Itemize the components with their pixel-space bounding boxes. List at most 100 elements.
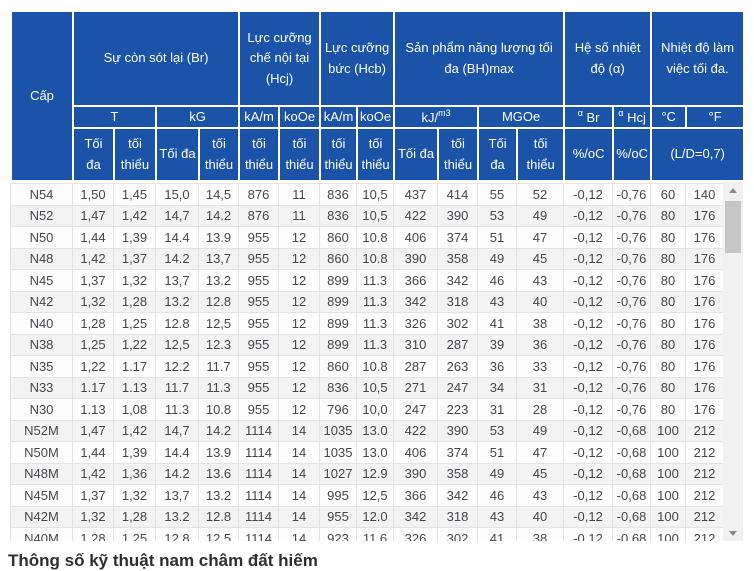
value-cell: 12.5 <box>198 527 239 541</box>
value-cell: -0,12 <box>563 398 613 421</box>
value-cell: 923 <box>319 527 357 541</box>
table-row: N52 1,47 1,42 14,7 14.2 876 11 836 10,5 422 390 53 4… <box>10 204 723 227</box>
value-cell: 176 <box>685 290 723 313</box>
value-cell: 12,5 <box>198 312 239 335</box>
value-cell: -0,76 <box>612 226 651 249</box>
table-row: N48M 1,42 1,36 14.2 13.6 1114 14 1027 12.9 390 358… <box>10 462 723 485</box>
value-cell: 80 <box>650 333 686 356</box>
sub-header-min: tối thiểu <box>356 127 396 182</box>
value-cell: -0,12 <box>563 269 613 292</box>
value-cell: 14 <box>278 527 320 541</box>
table-row: N42 1,32 1,28 13.2 12.8 955 12 899 11.3 342 318 43 4… <box>10 290 723 313</box>
scroll-up-button[interactable] <box>723 182 743 198</box>
value-cell: 53 <box>477 204 517 227</box>
table-row: N38 1,25 1,22 12,5 12.3 955 12 899 11.3 310 287 39 3… <box>10 333 723 356</box>
value-cell: -0,12 <box>563 226 613 249</box>
group-header-max-working-temp: Nhiệt độ làm việc tối đa. <box>650 10 746 107</box>
sub-header-percent-per-c: %/oC <box>563 127 615 182</box>
sub-header-min: tối thiểu <box>197 127 241 182</box>
value-cell: 11 <box>278 183 320 206</box>
scroll-down-button[interactable] <box>723 525 743 541</box>
value-cell: 212 <box>685 527 723 541</box>
value-cell: 10,5 <box>356 376 394 399</box>
value-cell: 390 <box>393 462 438 485</box>
value-cell: -0,12 <box>563 376 613 399</box>
value-cell: 1,36 <box>113 462 156 485</box>
grade-cell: N45 <box>10 269 73 292</box>
grade-cell: N35 <box>10 355 73 378</box>
value-cell: 287 <box>437 333 478 356</box>
value-cell: -0,76 <box>612 183 651 206</box>
value-cell: -0,68 <box>612 484 651 507</box>
grade-cell: N52M <box>10 419 73 442</box>
vertical-scrollbar[interactable] <box>723 182 743 541</box>
value-cell: 11.3 <box>155 398 199 421</box>
value-cell: 374 <box>437 441 478 464</box>
value-cell: 1.17 <box>72 376 114 399</box>
value-cell: 14.2 <box>155 247 199 270</box>
table-row: N50 1,44 1,39 14.4 13.9 955 12 860 10.8 406 374 51 4… <box>10 226 723 249</box>
table-body: N54 1,50 1,45 15,0 14,5 876 11 836 10,5 437 414 55 5… <box>10 183 723 541</box>
value-cell: 36 <box>477 355 517 378</box>
sub-header-ld-ratio: (L/D=0,7) <box>650 127 746 182</box>
group-header-remanence: Sự còn sót lại (Br) <box>71 10 241 107</box>
value-cell: 12 <box>278 376 320 399</box>
grade-cell: N54 <box>10 183 73 206</box>
value-cell: 955 <box>238 226 279 249</box>
value-cell: 1,47 <box>72 204 114 227</box>
value-cell: 100 <box>650 527 686 541</box>
unit-header-kam-hcb: kA/m <box>319 105 359 129</box>
value-cell: 13.2 <box>198 269 239 292</box>
value-cell: 46 <box>477 269 517 292</box>
value-cell: 14.4 <box>155 441 199 464</box>
value-cell: 13.6 <box>198 462 239 485</box>
value-cell: 49 <box>516 204 564 227</box>
value-cell: 1,22 <box>72 355 114 378</box>
value-cell: 176 <box>685 376 723 399</box>
value-cell: 1,47 <box>72 419 114 442</box>
value-cell: 49 <box>516 419 564 442</box>
value-cell: 263 <box>437 355 478 378</box>
value-cell: 10,5 <box>356 183 394 206</box>
value-cell: 302 <box>437 527 478 541</box>
value-cell: 955 <box>238 333 279 356</box>
value-cell: 14,5 <box>198 183 239 206</box>
value-cell: 1,37 <box>72 269 114 292</box>
unit-header-fahrenheit: °F <box>685 105 746 129</box>
value-cell: 406 <box>393 441 438 464</box>
value-cell: 10.8 <box>356 355 394 378</box>
value-cell: 38 <box>516 527 564 541</box>
grade-cell: N45M <box>10 484 73 507</box>
value-cell: 1.13 <box>113 376 156 399</box>
value-cell: 49 <box>477 247 517 270</box>
value-cell: 955 <box>319 505 357 528</box>
value-cell: -0,12 <box>563 204 613 227</box>
group-header-intrinsic-coercivity: Lực cưỡng chế nội tại (Hcj) <box>238 10 322 107</box>
grade-cell: N48 <box>10 247 73 270</box>
value-cell: -0,76 <box>612 290 651 313</box>
grade-cell: N42 <box>10 290 73 313</box>
value-cell: 80 <box>650 312 686 335</box>
value-cell: 80 <box>650 204 686 227</box>
value-cell: 358 <box>437 462 478 485</box>
value-cell: 223 <box>437 398 478 421</box>
value-cell: 302 <box>437 312 478 335</box>
value-cell: 1.13 <box>72 398 114 421</box>
value-cell: 13,7 <box>198 247 239 270</box>
value-cell: 995 <box>319 484 357 507</box>
value-cell: 13.9 <box>198 226 239 249</box>
value-cell: 12 <box>278 226 320 249</box>
value-cell: 1,28 <box>72 527 114 541</box>
table-row: N50M 1,44 1,39 14.4 13.9 1114 14 1035 13.0 406 374… <box>10 441 723 464</box>
scrollbar-thumb[interactable] <box>725 201 741 253</box>
sub-header-max: Tối đa <box>393 127 440 182</box>
value-cell: 12.8 <box>198 290 239 313</box>
sub-header-min: tối thiểu <box>278 127 322 182</box>
value-cell: 1035 <box>319 419 357 442</box>
value-cell: 14,7 <box>155 204 199 227</box>
value-cell: 45 <box>516 247 564 270</box>
value-cell: -0,76 <box>612 204 651 227</box>
value-cell: 100 <box>650 505 686 528</box>
value-cell: -0,12 <box>563 290 613 313</box>
value-cell: 53 <box>477 419 517 442</box>
